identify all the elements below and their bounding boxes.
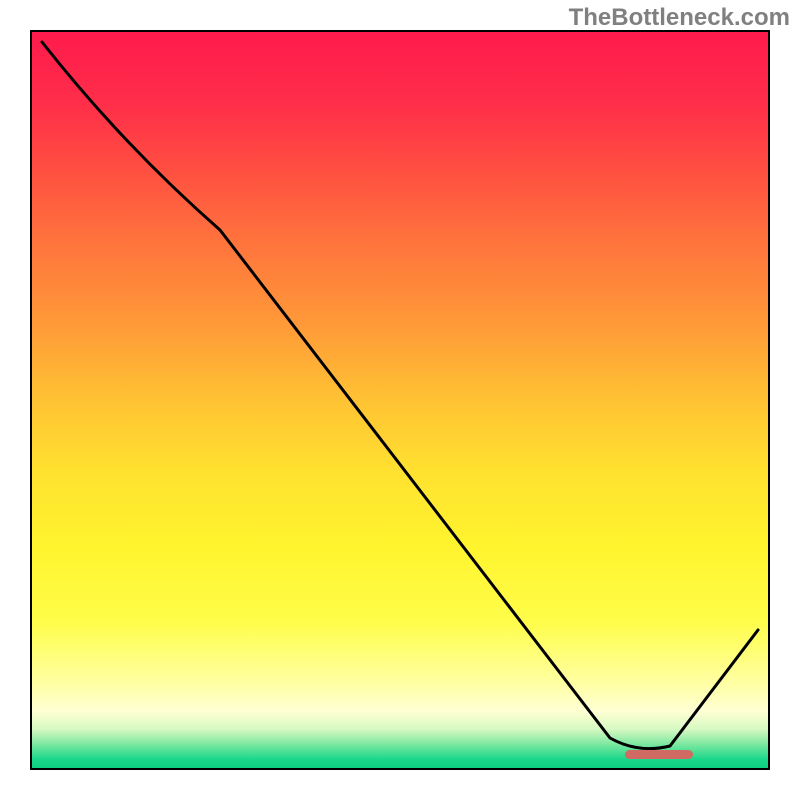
plot-area bbox=[30, 30, 770, 770]
chart-background bbox=[30, 30, 770, 770]
highlight-marker bbox=[625, 750, 693, 759]
chart-svg bbox=[30, 30, 770, 770]
chart-container: TheBottleneck.com bbox=[0, 0, 800, 800]
watermark-text: TheBottleneck.com bbox=[569, 4, 790, 32]
